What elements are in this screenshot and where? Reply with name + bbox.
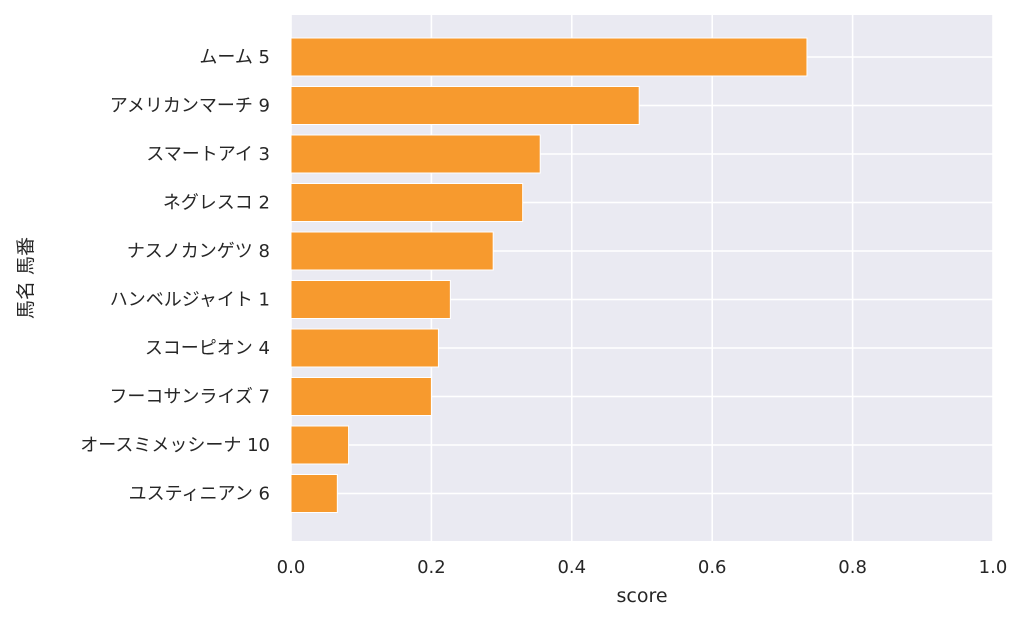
- x-tick-label: 1.0: [979, 557, 1008, 578]
- bars: [290, 37, 808, 513]
- x-tick-labels: 0.0 0.2 0.4 0.6 0.8 1.0: [277, 557, 1008, 578]
- bar: [290, 377, 432, 416]
- bar: [290, 231, 494, 271]
- y-tick-label: スマートアイ 3: [146, 144, 270, 165]
- x-tick-label: 0.6: [698, 557, 727, 578]
- y-tick-label: アメリカンマーチ 9: [110, 96, 270, 117]
- bar: [290, 183, 524, 222]
- y-tick-label: ムーム 5: [199, 47, 270, 68]
- x-tick-label: 0.4: [557, 557, 586, 578]
- y-tick-label: フーコサンライズ 7: [109, 387, 270, 408]
- x-tick-label: 0.2: [417, 557, 446, 578]
- bar: [290, 280, 451, 319]
- x-axis-label: score: [616, 585, 667, 607]
- x-tick-label: 0.0: [277, 557, 306, 578]
- x-tick-label: 0.8: [838, 557, 867, 578]
- bar: [290, 474, 338, 513]
- bar: [290, 37, 808, 77]
- y-tick-label: ユスティニアン 6: [129, 484, 270, 505]
- y-tick-label: オースミメッシーナ 10: [80, 435, 270, 456]
- bar: [290, 86, 640, 125]
- y-tick-labels: ムーム 5 アメリカンマーチ 9 スマートアイ 3 ネグレスコ 2 ナスノカンゲツ 8 ハ…: [80, 47, 270, 505]
- y-tick-label: スコーピオン 4: [145, 338, 270, 359]
- bar: [290, 134, 541, 174]
- y-tick-label: ナスノカンゲツ 8: [127, 241, 270, 262]
- bar: [290, 425, 350, 465]
- y-tick-label: ハンベルジャイト 1: [110, 290, 270, 311]
- bar: [290, 328, 439, 368]
- y-axis-label: 馬名 馬番: [15, 237, 37, 319]
- y-tick-label: ネグレスコ 2: [163, 193, 270, 214]
